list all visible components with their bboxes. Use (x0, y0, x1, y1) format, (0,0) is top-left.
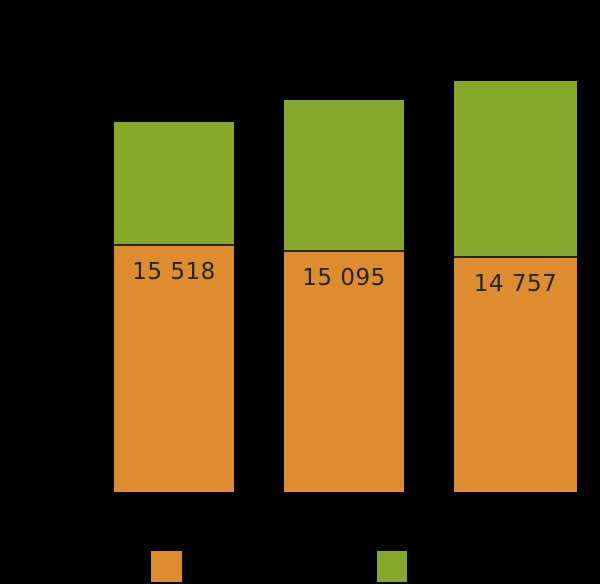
bar-segment-orange: 14 757 (454, 258, 577, 492)
value-label: 15 095 (302, 265, 386, 291)
bar-segment-green (454, 81, 577, 256)
value-label: 14 757 (473, 271, 558, 297)
bar-group: 15 518 (114, 122, 234, 492)
value-label: 15 518 (132, 259, 216, 285)
segment-separator-line (284, 250, 404, 252)
bar-segment-green (284, 100, 404, 250)
bar-segment-orange: 15 518 (114, 246, 234, 492)
bar-segment-green (114, 122, 234, 244)
segment-separator-line (454, 256, 577, 258)
bar-group: 15 095 (284, 100, 404, 492)
bar-group: 14 757 (454, 81, 577, 492)
bar-segment-orange: 15 095 (284, 252, 404, 492)
segment-separator-line (114, 244, 234, 246)
